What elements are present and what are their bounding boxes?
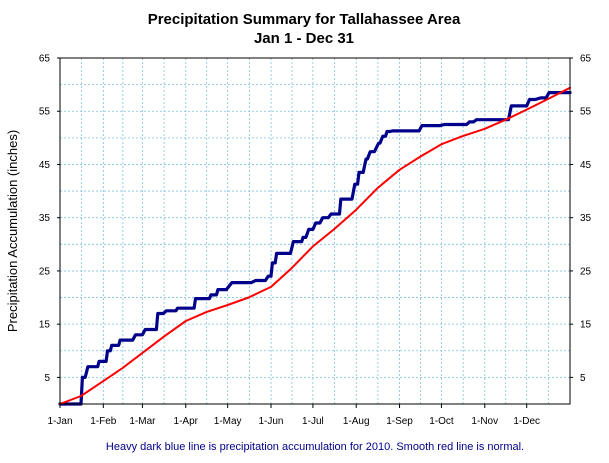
y-tick-label: 65 bbox=[39, 54, 51, 65]
y-tick-label-right: 15 bbox=[580, 320, 592, 331]
y-tick-label-right: 55 bbox=[580, 107, 592, 118]
chart-caption: Heavy dark blue line is precipitation ac… bbox=[106, 441, 524, 453]
y-tick-label: 5 bbox=[44, 373, 50, 384]
y-tick-label: 25 bbox=[39, 266, 51, 277]
chart-title: Precipitation Summary for Tallahassee Ar… bbox=[148, 11, 461, 28]
y-tick-label: 45 bbox=[39, 160, 51, 171]
x-tick-label: 1-May bbox=[214, 416, 242, 427]
y-tick-label-right: 65 bbox=[580, 54, 592, 65]
chart-subtitle: Jan 1 - Dec 31 bbox=[254, 30, 354, 47]
x-tick-label: 1-Sep bbox=[386, 416, 413, 427]
series-line-2010 bbox=[58, 90, 572, 406]
y-tick-label-right: 5 bbox=[580, 373, 586, 384]
x-tick-label: 1-Mar bbox=[129, 416, 156, 427]
x-tick-label: 1-Oct bbox=[429, 416, 454, 427]
x-tick-label: 1-Dec bbox=[513, 416, 540, 427]
y-axis-label: Precipitation Accumulation (inches) bbox=[5, 130, 20, 332]
y-tick-label-right: 25 bbox=[580, 266, 592, 277]
y-tick-label: 55 bbox=[39, 107, 51, 118]
x-tick-label: 1-Aug bbox=[343, 416, 370, 427]
x-tick-label: 1-Jun bbox=[258, 416, 283, 427]
series-line-normal bbox=[59, 86, 571, 405]
x-tick-label: 1-Jul bbox=[302, 416, 324, 427]
x-tick-label: 1-Feb bbox=[90, 416, 117, 427]
y-tick-label-right: 35 bbox=[580, 213, 592, 224]
y-tick-label-right: 45 bbox=[580, 160, 592, 171]
y-tick-label: 15 bbox=[39, 320, 51, 331]
x-tick-label: 1-Jan bbox=[47, 416, 72, 427]
grid bbox=[60, 58, 570, 404]
y-tick-label: 35 bbox=[39, 213, 51, 224]
x-tick-label: 1-Nov bbox=[471, 416, 498, 427]
plot-frame bbox=[59, 57, 571, 405]
series-group bbox=[58, 86, 572, 406]
x-tick-label: 1-Apr bbox=[174, 416, 199, 427]
